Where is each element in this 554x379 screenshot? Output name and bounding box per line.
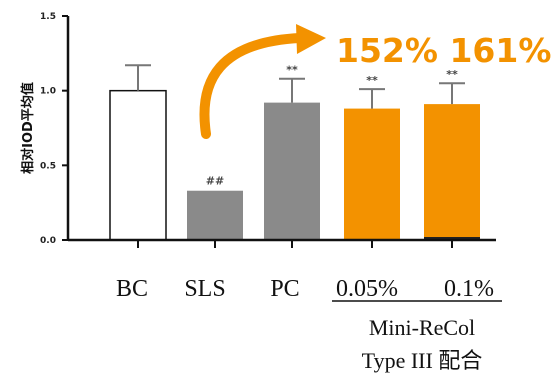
category-label-3: 0.05% — [336, 276, 398, 302]
axes-layer — [62, 15, 496, 248]
y-tick-label-3: 1.5 — [40, 12, 56, 22]
callout-arrow-head — [296, 24, 326, 54]
significance-label-1: ## — [206, 175, 224, 188]
bar-1 — [187, 190, 243, 240]
category-label-2: PC — [270, 276, 299, 302]
significance-label-3: ** — [366, 74, 378, 87]
bar-2 — [264, 102, 320, 240]
significance-label-2: ** — [286, 64, 298, 77]
bar-3 — [344, 108, 400, 240]
y-axis-label: 相对IOD平均值 — [20, 82, 36, 174]
bars-layer — [109, 64, 480, 241]
category-label-1: SLS — [184, 276, 225, 302]
group-caption-line-1: Mini-ReCol — [369, 315, 475, 340]
y-tick-label-1: 0.5 — [40, 161, 56, 171]
y-tick-label-2: 1.0 — [40, 87, 56, 97]
callout-text: 152% 161% — [336, 31, 551, 70]
group-caption-line-2: Type III 配合 — [362, 348, 483, 373]
labels-layer: ## ** ** ** 0.0 0.5 1.0 1.5 相对IOD平均值 BC SLS PC 0.05%… — [20, 12, 551, 373]
callout-arrow-shaft — [199, 33, 305, 139]
significance-label-4: ** — [446, 68, 458, 81]
category-label-4: 0.1% — [444, 276, 494, 302]
category-label-0: BC — [116, 276, 148, 302]
bar-0 — [109, 89, 167, 241]
bar-4 — [424, 104, 480, 241]
y-tick-label-0: 0.0 — [40, 236, 56, 246]
